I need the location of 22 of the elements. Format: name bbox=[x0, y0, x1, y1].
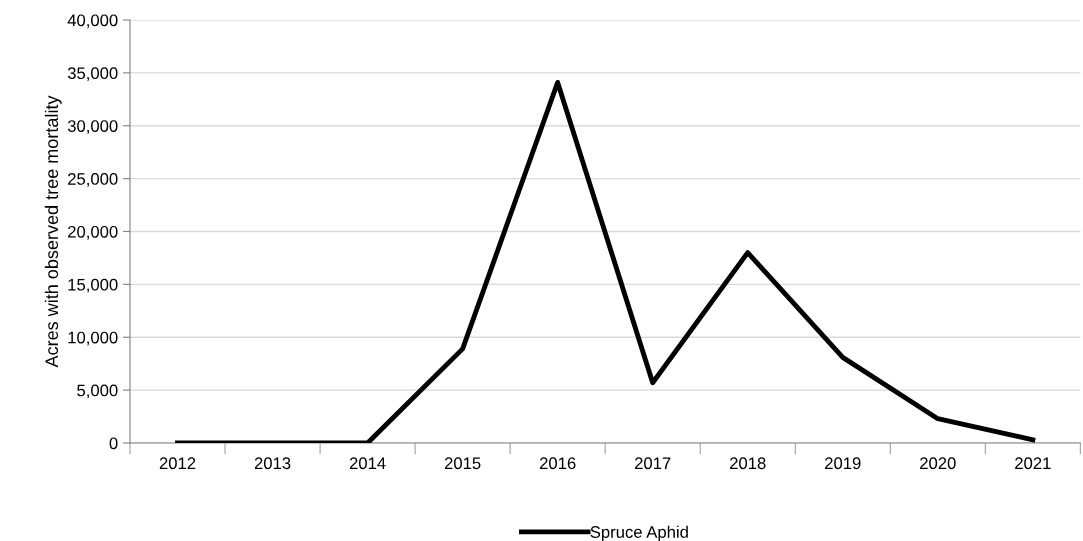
x-tick-label: 2019 bbox=[825, 457, 861, 470]
y-tick-label: 25,000 bbox=[68, 173, 118, 187]
x-tick-label: 2020 bbox=[920, 457, 956, 470]
x-tick-label: 2021 bbox=[1015, 457, 1051, 470]
x-tick-label: 2013 bbox=[254, 457, 291, 470]
y-tick-label: 5,000 bbox=[77, 384, 118, 399]
y-tick-label: 35,000 bbox=[67, 67, 118, 82]
legend-label: Spruce Aphid bbox=[590, 525, 688, 541]
x-tick-label: 2015 bbox=[444, 457, 481, 470]
y-tick-label: 0 bbox=[109, 437, 118, 450]
x-tick-label: 2014 bbox=[349, 457, 386, 470]
x-tick-label: 2017 bbox=[634, 457, 671, 470]
y-tick-label: 40,000 bbox=[67, 14, 118, 29]
x-tick-label: 2012 bbox=[159, 457, 196, 470]
line-series bbox=[175, 79, 1036, 443]
x-tick-label: 2016 bbox=[539, 457, 576, 470]
y-tick-label: 20,000 bbox=[68, 225, 118, 240]
y-tick-label: 15,000 bbox=[68, 278, 118, 293]
y-tick-label: 10,000 bbox=[68, 331, 118, 346]
y-axis-title: Acres with observed tree mortality bbox=[44, 95, 62, 368]
x-tick-label: 2018 bbox=[730, 457, 766, 470]
y-tick-label: 30,000 bbox=[67, 120, 118, 134]
